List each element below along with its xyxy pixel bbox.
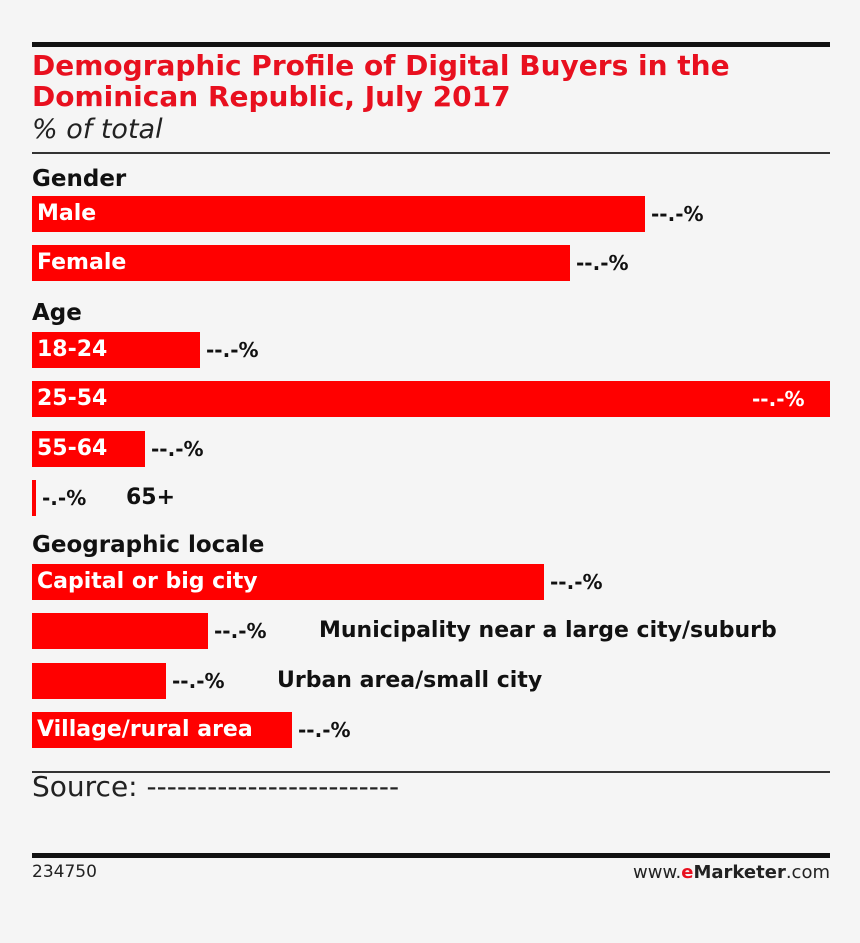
bar-female [32, 245, 570, 281]
bar-municipality-near-a-large-city-suburb [32, 613, 208, 649]
bar-category-label: Capital or big city [37, 569, 258, 594]
bar-capital-or-big-city [32, 564, 544, 600]
section-label-gender: Gender [32, 166, 127, 192]
bar-25-54 [32, 381, 830, 417]
bar-value-label: --.-% [651, 202, 704, 226]
source-divider [32, 771, 830, 773]
bar-value-label: --.-% [151, 437, 204, 461]
bar-male [32, 196, 645, 232]
brand-prefix: www. [633, 862, 682, 883]
section-label-geographic-locale: Geographic locale [32, 532, 265, 558]
chart-id: 234750 [32, 862, 97, 882]
source-note: Source: ------------------------- [32, 770, 400, 803]
bar-18-24 [32, 332, 200, 368]
bar-55-64 [32, 431, 145, 467]
bar-category-label: 55-64 [37, 436, 108, 461]
bar-value-label: --.-% [298, 718, 351, 742]
bar-value-label: --.-% [214, 619, 267, 643]
bar-value-label: -.-% [42, 486, 87, 510]
bar-value-label: --.-% [752, 387, 805, 411]
brand-suffix: .com [785, 862, 830, 883]
chart-subtitle: % of total [32, 114, 163, 145]
chart-title: Demographic Profile of Digital Buyers in… [32, 49, 730, 113]
bottom-rule [32, 853, 830, 858]
brand-link[interactable]: www.eMarketer.com [633, 862, 830, 883]
bar-value-label: --.-% [576, 251, 629, 275]
section-label-age: Age [32, 300, 82, 326]
bar-urban-area-small-city [32, 663, 166, 699]
bar-category-label: 25-54 [37, 386, 108, 411]
header-divider [32, 152, 830, 154]
bar-value-label: --.-% [206, 338, 259, 362]
bar-category-label: Municipality near a large city/suburb [319, 618, 777, 643]
bar-category-label: Urban area/small city [277, 668, 543, 693]
bar-category-label: Male [37, 201, 97, 226]
brand-e: e [681, 862, 694, 883]
bar-category-label: Female [37, 250, 127, 275]
top-rule [32, 42, 830, 47]
bar-category-label: 18-24 [37, 337, 108, 362]
bar-value-label: --.-% [550, 570, 603, 594]
bar-value-label: --.-% [172, 669, 225, 693]
bar-category-label: Village/rural area [37, 717, 253, 742]
bar-65- [32, 480, 36, 516]
bar-village-rural-area [32, 712, 292, 748]
bar-category-label: 65+ [126, 485, 176, 510]
brand-name: Marketer [693, 862, 786, 883]
